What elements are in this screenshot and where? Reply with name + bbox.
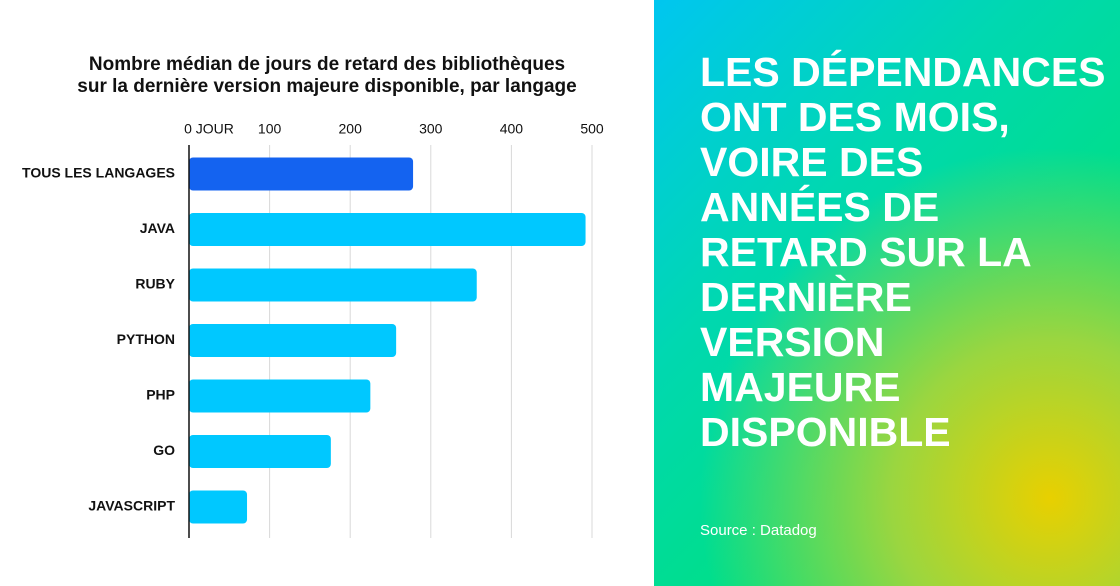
y-tick-label: GO xyxy=(153,442,175,458)
y-tick-label: JAVA xyxy=(140,220,175,236)
headline-line: LES DÉPENDANCES xyxy=(700,49,1106,95)
y-tick-label: PHP xyxy=(146,387,175,403)
bar xyxy=(189,379,371,413)
headline-line: RETARD SUR LA xyxy=(700,229,1032,275)
chart-title: sur la dernière version majeure disponib… xyxy=(77,76,576,97)
bar xyxy=(189,213,586,246)
bar xyxy=(189,324,397,357)
bar xyxy=(189,157,414,191)
bar xyxy=(189,268,477,302)
x-tick-label: 200 xyxy=(339,121,363,137)
headline-line: DISPONIBLE xyxy=(700,409,951,455)
y-tick-label: PYTHON xyxy=(117,331,175,347)
x-tick-label: 300 xyxy=(419,121,443,137)
headline-line: VOIRE DES xyxy=(700,139,924,185)
chart-title: Nombre médian de jours de retard des bib… xyxy=(89,54,565,75)
headline: LES DÉPENDANCES ONT DES MOIS, VOIRE DES ANN… xyxy=(700,50,1106,455)
headline-line: ANNÉES DE xyxy=(700,184,940,230)
bar xyxy=(189,490,248,524)
headline-line: DERNIÈRE xyxy=(700,274,912,320)
x-tick-label: 500 xyxy=(580,121,604,137)
y-tick-label: RUBY xyxy=(135,276,175,292)
x-tick-label: 0 JOUR xyxy=(184,121,234,137)
headline-line: VERSION xyxy=(700,319,885,365)
y-tick-label: TOUS LES LANGAGES xyxy=(22,165,175,181)
x-tick-label: 400 xyxy=(500,121,524,137)
headline-line: ONT DES MOIS, xyxy=(700,94,1010,140)
y-tick-label: JAVASCRIPT xyxy=(88,498,175,514)
source: Source : Datadog xyxy=(700,522,817,539)
bar xyxy=(189,435,331,468)
side-panel: LES DÉPENDANCES ONT DES MOIS, VOIRE DES ANN… xyxy=(654,0,1120,586)
headline-line: MAJEURE xyxy=(700,364,901,410)
chart: Nombre médian de jours de retard des bib… xyxy=(22,54,604,538)
x-tick-label: 100 xyxy=(258,121,282,137)
